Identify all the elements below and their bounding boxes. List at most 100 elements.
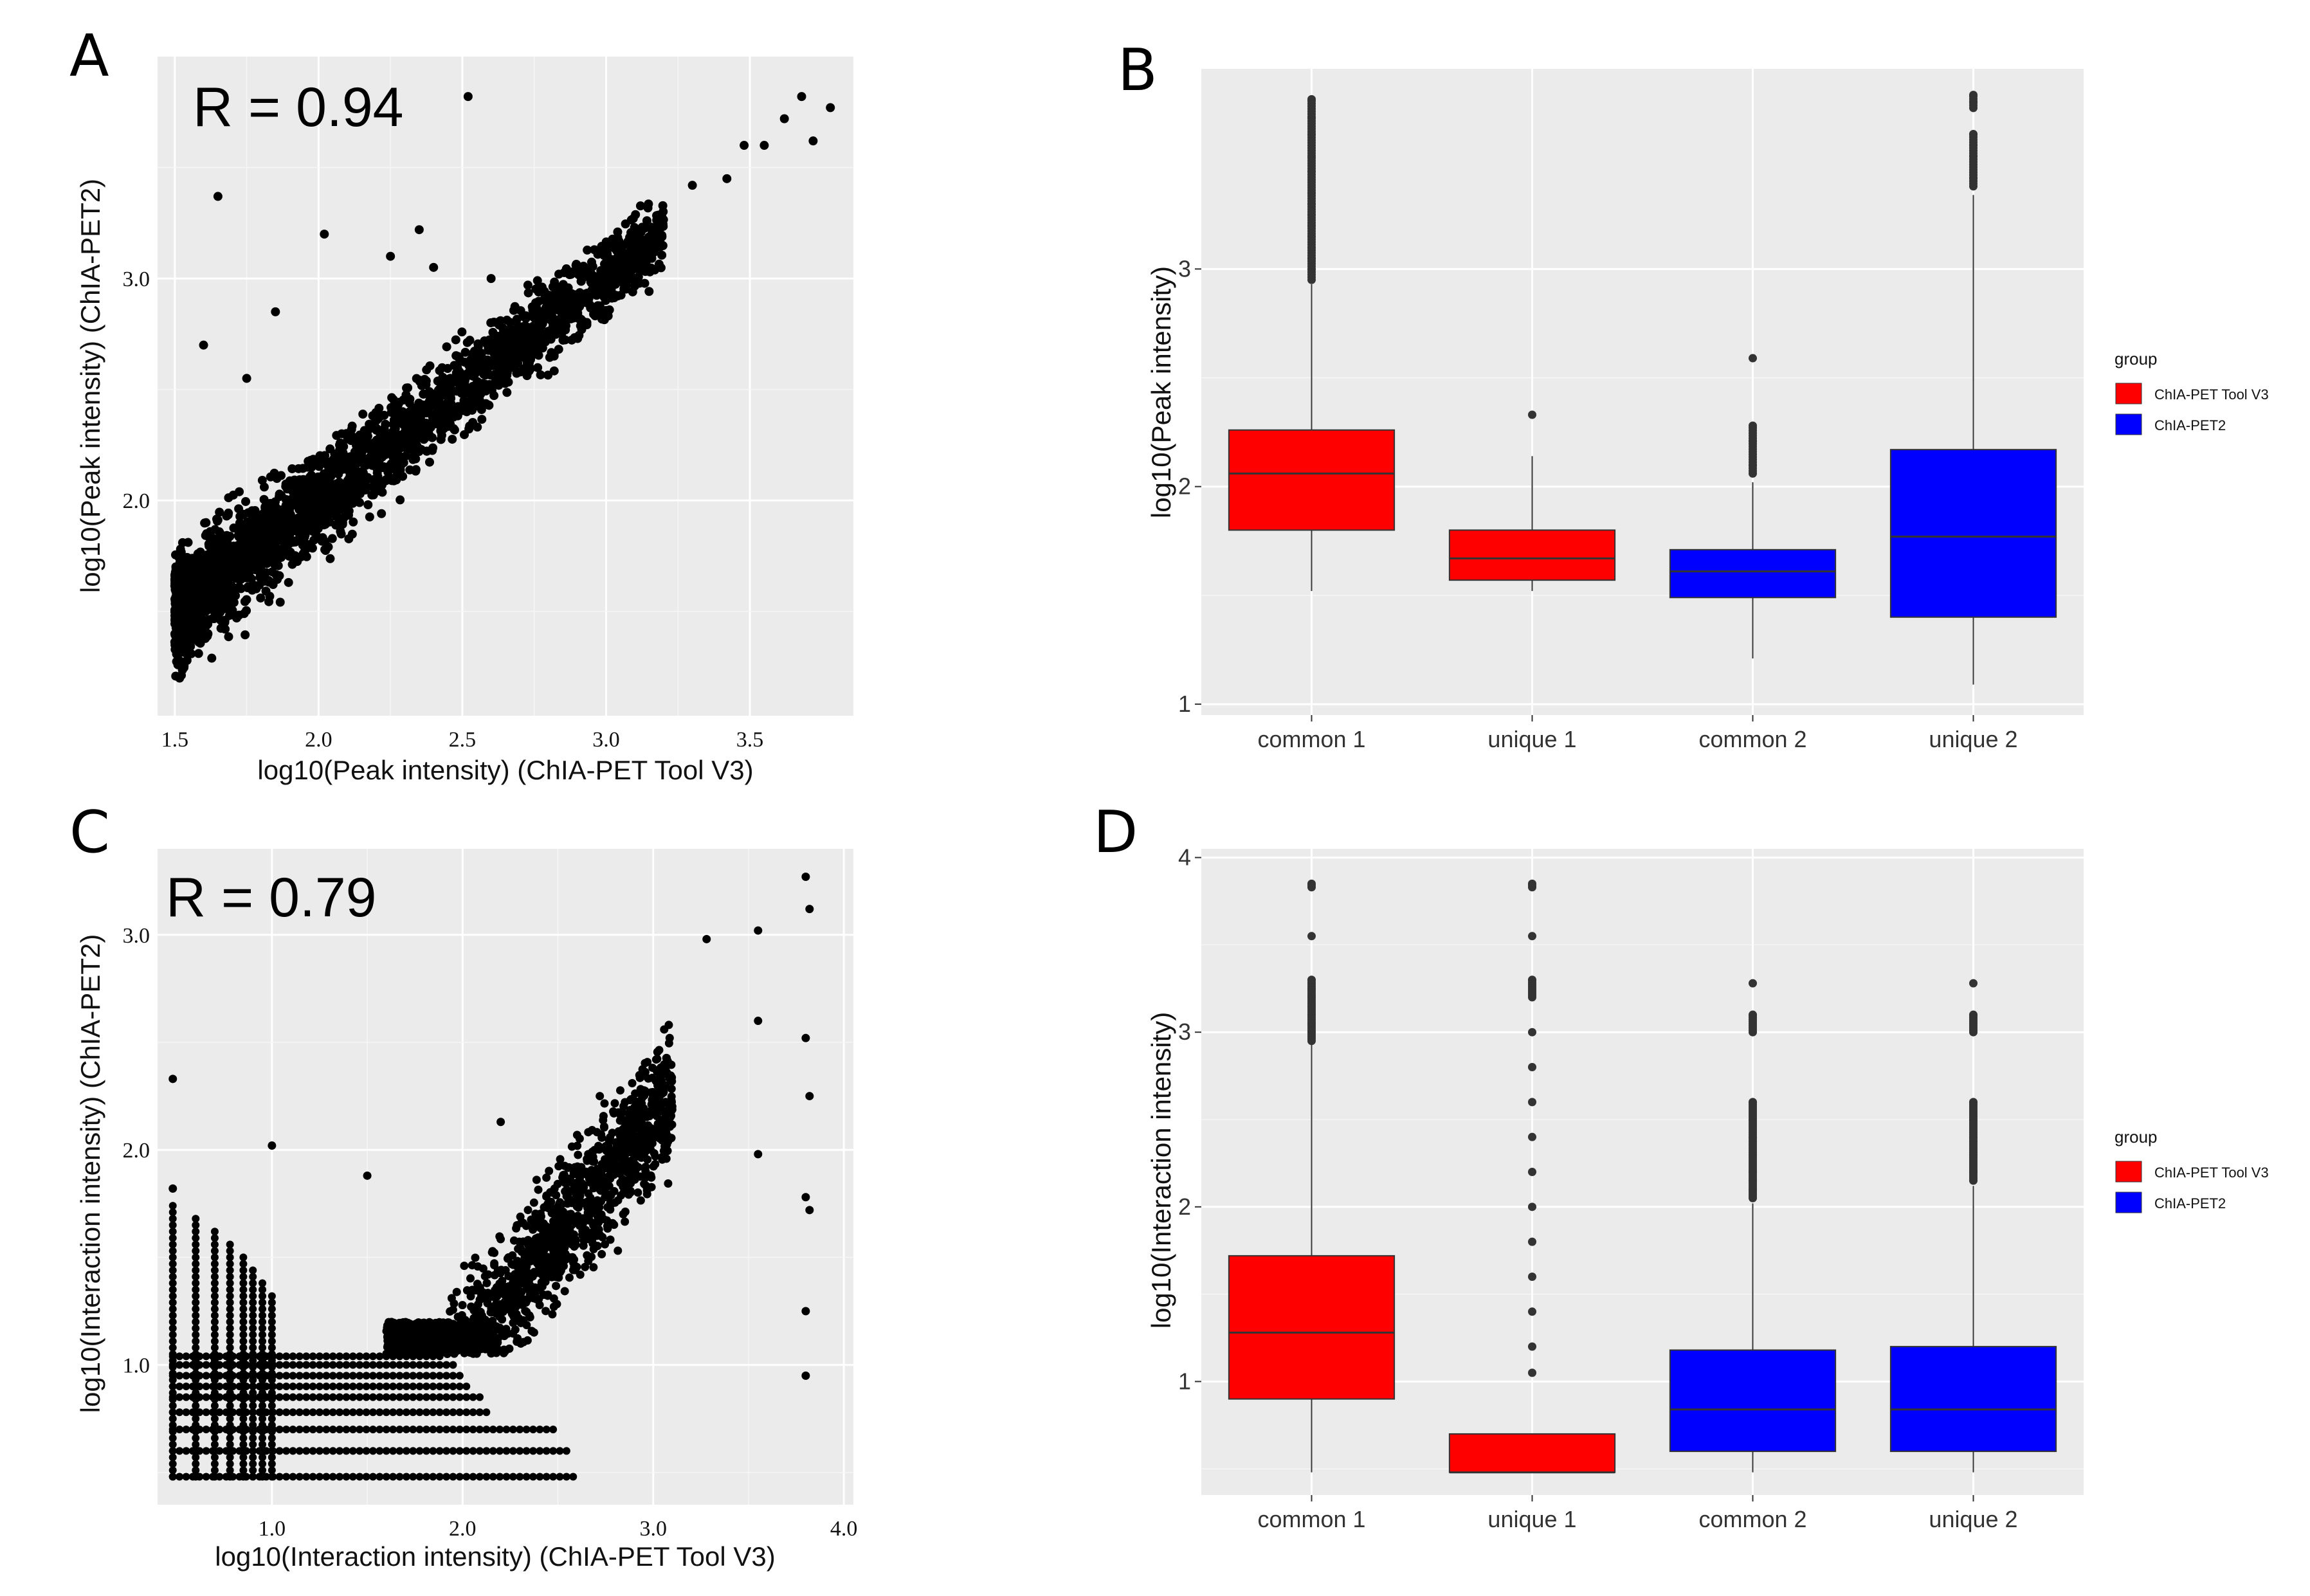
scatter-point (239, 1447, 248, 1455)
scatter-point (183, 538, 193, 547)
scatter-point (309, 1383, 317, 1391)
scatter-point (268, 1343, 276, 1352)
scatter-point (190, 570, 200, 579)
scatter-point (192, 1298, 200, 1307)
scatter-point (239, 1363, 248, 1371)
scatter-point (584, 1128, 593, 1137)
scatter-point (234, 556, 244, 565)
scatter-point (226, 1356, 234, 1365)
scatter-point (315, 1383, 323, 1391)
scatter-point (435, 1383, 444, 1391)
scatter-point (224, 632, 233, 642)
scatter-point (259, 1311, 267, 1319)
scatter-point (321, 546, 331, 556)
scatter-point (309, 1473, 317, 1481)
scatter-point (239, 1473, 248, 1481)
scatter-point (226, 1260, 234, 1268)
scatter-point (657, 231, 667, 240)
scatter-point (188, 617, 198, 626)
scatter-point (342, 1361, 350, 1369)
scatter-point (327, 497, 336, 507)
scatter-point (221, 565, 231, 575)
scatter-point (322, 1393, 331, 1401)
scatter-point (192, 1447, 200, 1455)
scatter-point (292, 498, 302, 507)
scatter-point (214, 584, 223, 594)
scatter-point (376, 1361, 384, 1369)
scatter-point (449, 1372, 457, 1380)
scatter-point (536, 1425, 544, 1433)
scatter-point (329, 1447, 337, 1455)
scatter-point (226, 1279, 234, 1287)
scatter-point (477, 415, 487, 424)
scatter-point (648, 230, 658, 239)
scatter-point (402, 1361, 410, 1369)
scatter-point (362, 1361, 370, 1369)
scatter-point (362, 1408, 370, 1417)
scatter-point (168, 1395, 177, 1404)
scatter-point (402, 1408, 410, 1417)
scatter-point (336, 1425, 344, 1433)
scatter-point (637, 222, 647, 232)
scatter-point (192, 1370, 200, 1377)
y-tick-label: 2.0 (123, 489, 150, 513)
scatter-point (168, 1240, 177, 1249)
scatter-point (363, 425, 373, 435)
scatter-point (176, 1408, 184, 1417)
scatter-point (202, 1383, 210, 1391)
scatter-point (199, 340, 208, 350)
scatter-point (327, 534, 337, 543)
scatter-point (226, 1318, 234, 1326)
scatter-point (429, 1447, 437, 1455)
scatter-point (640, 278, 650, 288)
scatter-point (453, 352, 463, 361)
scatter-point (320, 230, 329, 239)
scatter-point (377, 509, 387, 518)
scatter-point (394, 432, 403, 442)
scatter-point (207, 653, 217, 663)
scatter-point (489, 391, 499, 401)
scatter-point (182, 1447, 190, 1455)
scatter-point (382, 1447, 390, 1455)
scatter-point (449, 1425, 457, 1433)
scatter-point (368, 1447, 377, 1455)
scatter-point (249, 1285, 257, 1294)
scatter-point (226, 1292, 234, 1300)
scatter-point (465, 421, 475, 431)
scatter-point (192, 1221, 200, 1229)
scatter-point (722, 174, 732, 183)
scatter-point (442, 1425, 451, 1433)
scatter-point (489, 1425, 497, 1433)
box-2 (1669, 549, 1837, 599)
scatter-point (315, 1352, 323, 1361)
scatter-point (298, 464, 307, 473)
scatter-point (228, 595, 238, 604)
scatter-point (176, 1352, 184, 1361)
scatter-point (329, 1352, 337, 1361)
scatter-point (389, 1383, 397, 1391)
scatter-point (168, 1466, 177, 1474)
scatter-point (210, 1383, 219, 1391)
scatter-point (168, 1376, 177, 1384)
scatter-point (268, 1395, 276, 1404)
scatter-point (421, 376, 431, 386)
scatter-point (632, 276, 642, 286)
scatter-point (336, 1447, 344, 1455)
scatter-point (187, 581, 197, 591)
scatter-point (462, 1473, 471, 1481)
box-0 (1228, 429, 1396, 531)
scatter-point (453, 411, 462, 421)
scatter-point (233, 574, 243, 584)
scatter-point (435, 1408, 444, 1417)
scatter-point (226, 1447, 234, 1455)
scatter-point (401, 412, 410, 421)
scatter-point (168, 1273, 177, 1281)
legend-b-title: group (2114, 349, 2158, 368)
scatter-point (415, 1361, 424, 1369)
scatter-point (268, 1350, 276, 1358)
scatter-point (342, 1425, 350, 1433)
scatter-point (239, 1376, 248, 1384)
scatter-point (168, 1421, 177, 1429)
scatter-point (542, 1173, 551, 1182)
scatter-point (402, 1425, 410, 1433)
